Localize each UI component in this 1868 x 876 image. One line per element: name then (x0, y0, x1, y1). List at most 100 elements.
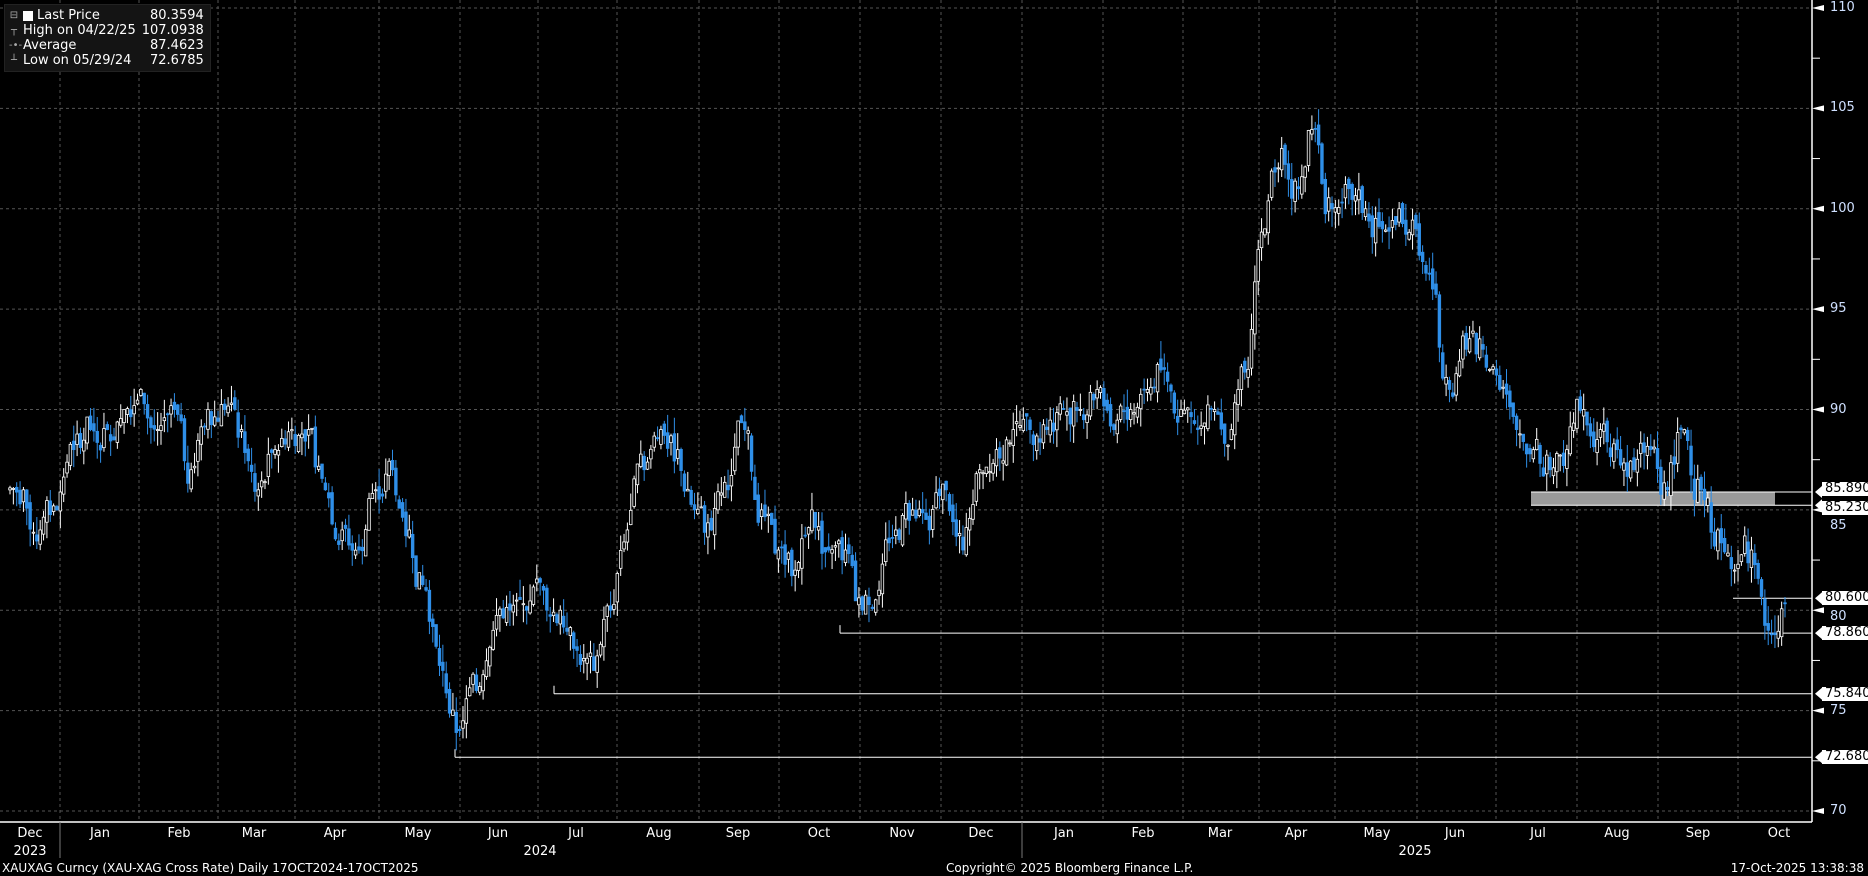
collapse-icon[interactable]: ⊟ (9, 10, 19, 21)
candle-down (739, 415, 744, 424)
x-year-label: 2023 (13, 844, 47, 859)
candle-down (578, 654, 583, 665)
candle-up (1622, 462, 1626, 471)
candle-down (672, 433, 677, 462)
candle-up (1011, 429, 1015, 446)
candle-down (1541, 467, 1546, 477)
candle-down (1222, 423, 1227, 444)
candle-down (1108, 404, 1113, 427)
candle-down (1769, 633, 1774, 636)
candle-up (1098, 387, 1103, 393)
candle-up (585, 657, 589, 664)
candle-up (1461, 335, 1465, 360)
candle-up (199, 426, 203, 445)
candle-down (98, 444, 103, 451)
candle-down (890, 536, 895, 539)
candle-up (8, 487, 12, 491)
candle-up (1071, 401, 1076, 427)
candle-up (1078, 409, 1083, 411)
candle-down (1152, 386, 1156, 389)
candle-down (1075, 407, 1079, 411)
candle-up (1645, 445, 1650, 456)
candle-up (1233, 402, 1237, 436)
candle-up (488, 646, 492, 667)
candle-down (1655, 448, 1660, 469)
candle-down (1615, 439, 1619, 451)
candle-down (172, 401, 177, 410)
y-tick-label: 80 (1830, 609, 1847, 625)
candle-up (1410, 219, 1415, 236)
candle-down (541, 585, 546, 591)
candle-up (649, 448, 653, 460)
candle-down (1763, 598, 1767, 626)
candle-down (548, 614, 552, 617)
candle-up (1095, 389, 1099, 399)
candle-up (1145, 389, 1150, 393)
candle-up (1639, 442, 1643, 454)
candle-down (870, 606, 875, 609)
candle-down (1665, 486, 1670, 491)
x-tick-label: Oct (807, 826, 831, 841)
candle-down (1702, 488, 1707, 501)
candle-up (511, 604, 516, 613)
candle-up (964, 527, 968, 556)
candle-down (1296, 186, 1301, 190)
candle-down (35, 534, 39, 542)
candle-up (1581, 409, 1586, 417)
candle-down (360, 546, 365, 552)
candle-up (880, 563, 885, 595)
candle-down (1685, 429, 1690, 441)
candle-down (1753, 552, 1757, 566)
candle-up (1276, 167, 1281, 170)
candle-up (941, 483, 945, 501)
x-tick-label: Jan (1053, 826, 1075, 841)
candle-down (1494, 368, 1499, 376)
candle-down (404, 511, 408, 537)
candle-down (920, 509, 925, 514)
candle-down (1162, 367, 1166, 370)
candle-down (182, 418, 187, 462)
candle-down (1474, 332, 1479, 355)
candle-down (961, 536, 965, 551)
candle-up (1598, 429, 1603, 438)
candle-down (270, 449, 274, 453)
candle-down (840, 537, 844, 561)
candle-up (659, 429, 663, 445)
candle-up (877, 589, 881, 596)
candle-down (1082, 414, 1086, 421)
candle-down (333, 527, 338, 540)
candle-up (1518, 433, 1522, 436)
reference-pointer (1815, 499, 1822, 512)
candle-up (122, 409, 126, 423)
candle-up (857, 597, 861, 606)
candle-up (736, 420, 740, 448)
candle-down (1430, 268, 1435, 290)
candle-up (605, 605, 609, 617)
candle-up (699, 506, 703, 509)
candle-down (1588, 423, 1593, 437)
candle-down (1722, 537, 1727, 553)
candle-down (1521, 433, 1525, 442)
y-tick-label: 105 (1830, 100, 1855, 116)
reference-label: 85.8900 (1822, 482, 1868, 496)
candle-down (400, 502, 405, 518)
candle-up (135, 399, 140, 405)
candle-down (1216, 411, 1220, 415)
candle-down (1112, 424, 1116, 430)
candle-down (565, 627, 569, 632)
candle-up (1088, 391, 1093, 417)
candle-up (1279, 148, 1284, 171)
candle-down (951, 504, 955, 523)
y-tick-label: 75 (1830, 702, 1847, 718)
candle-down (1528, 448, 1532, 455)
candle-down (1524, 443, 1529, 455)
candle-up (931, 509, 935, 530)
candle-down (887, 537, 891, 544)
candle-down (608, 605, 613, 611)
candle-down (350, 543, 354, 551)
candle-down (1417, 223, 1421, 256)
candle-up (276, 449, 281, 456)
x-tick-label: Jun (1444, 826, 1466, 841)
candle-up (934, 492, 938, 509)
